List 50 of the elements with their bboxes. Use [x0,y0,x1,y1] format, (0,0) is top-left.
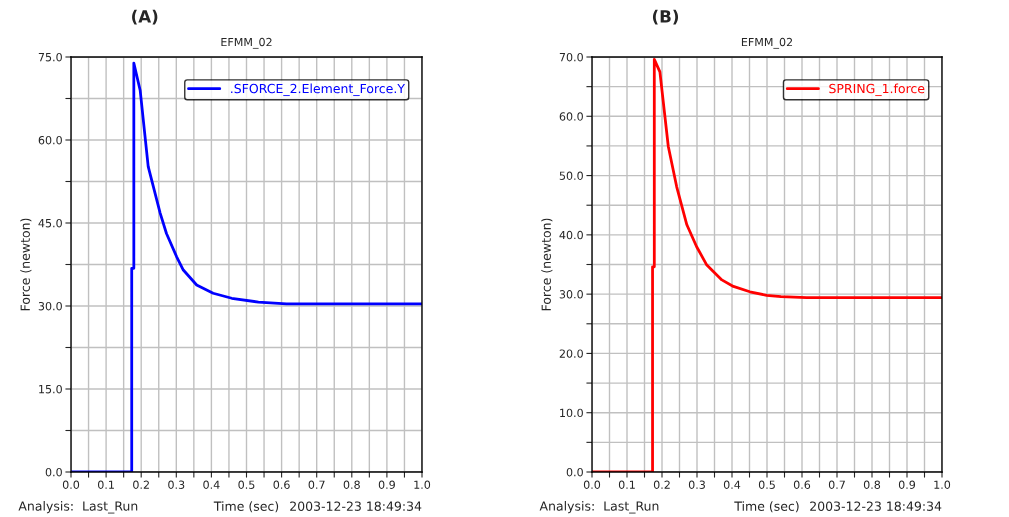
x-tick-label: 0.2 [653,480,670,489]
y-tick-label: 50.0 [559,171,583,180]
x-tick-label: 0.1 [618,480,635,489]
chart-subtitle: EFMM_02 [221,37,272,49]
x-tick-label: 0.2 [133,480,149,489]
chart-title: (B) [652,9,679,25]
x-tick-label: 0.0 [62,480,80,489]
text: Analysis: Last_Run [18,501,138,514]
chart-subtitle: EFMM_02 [741,37,793,49]
y-tick-label: 60.0 [559,112,583,121]
y-tick-label: 10.0 [560,408,583,418]
chart-title: (A) [132,9,158,25]
x-tick-label: 0.3 [688,480,705,489]
x-tick-label: 0.8 [863,480,881,489]
x-tick-label: 0.1 [98,480,114,489]
y-tick-label: 45.0 [38,218,62,228]
y-axis-title: Force (newton) [20,218,32,311]
legend-label: SPRING_1.force [829,83,925,97]
x-tick-label: 0.3 [168,480,185,489]
x-tick-label: 0.6 [273,480,290,489]
y-tick-label: 20.0 [559,349,583,358]
y-axis-title: Force (newton) [541,218,553,311]
x-axis-title: Time (sec) [734,501,799,513]
y-tick-label: 40.0 [559,230,583,240]
y-tick-label: 30.0 [38,301,62,311]
y-tick-label: 75.0 [38,52,62,62]
x-axis-title: Time (sec) [213,501,279,513]
x-tick-label: 0.4 [723,480,741,489]
y-tick-label: 0.0 [566,467,583,477]
x-tick-label: 0.0 [583,480,601,489]
x-tick-label: 0.9 [898,480,916,489]
x-tick-label: 0.5 [758,480,775,489]
x-tick-label: 0.8 [343,480,360,489]
x-tick-label: 0.7 [828,480,845,489]
x-tick-label: 0.6 [793,480,811,489]
legend-label: .SFORCE_2.Element_Force.Y [231,83,405,97]
x-tick-label: 0.7 [308,480,325,489]
text: 2003-12-23 18:49:34 [810,501,942,511]
x-tick-label: 0.5 [238,480,255,489]
y-tick-label: 60.0 [38,135,62,145]
text: Analysis: Last_Run [539,501,659,514]
x-tick-label: 1.0 [414,480,431,489]
text: 2003-12-23 18:49:34 [290,501,422,511]
x-tick-label: 1.0 [934,480,951,489]
x-tick-label: 0.9 [378,480,395,489]
x-tick-label: 0.4 [203,480,220,489]
y-tick-label: 70.0 [559,52,583,62]
y-tick-label: 30.0 [559,290,583,299]
y-tick-label: 15.0 [39,384,62,394]
y-tick-label: 0.0 [45,467,62,477]
